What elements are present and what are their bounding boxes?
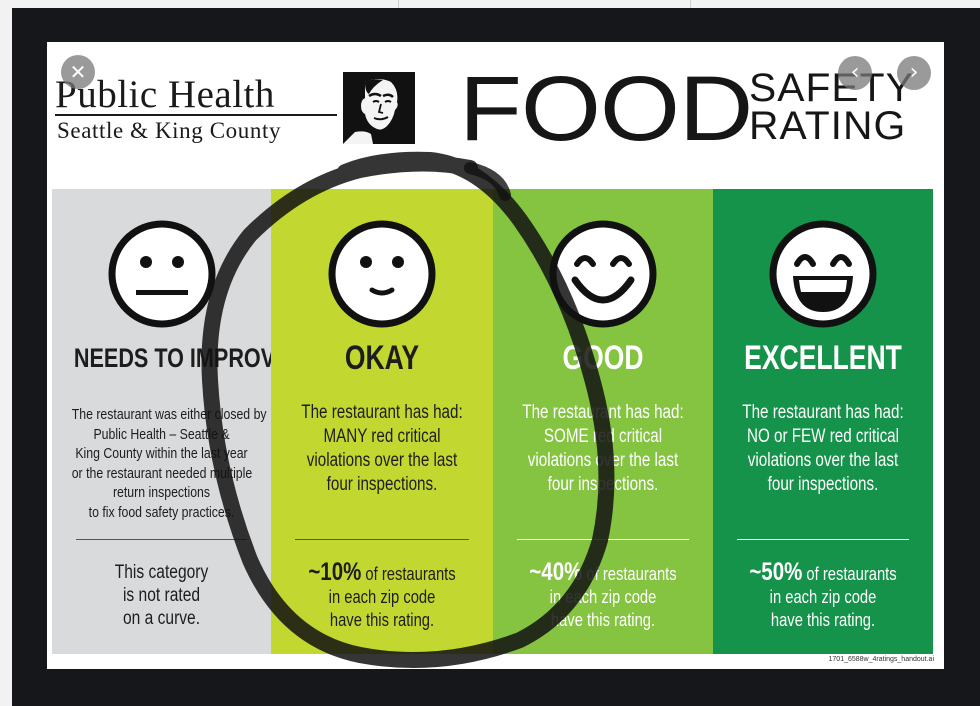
rating-stat: ~50% of restaurants in each zip code hav… <box>733 558 913 632</box>
rating-heading: NEEDS TO IMPROVE <box>73 343 290 373</box>
stat-line: is not rated <box>122 585 201 606</box>
section-divider <box>737 539 909 540</box>
stat-line: in each zip code <box>769 587 877 607</box>
description-line: MANY red critical <box>323 426 441 447</box>
rating-stat: This category is not rated on a curve. <box>72 561 252 630</box>
browser-top-strip <box>0 0 980 8</box>
description-line: violations over the last <box>527 450 679 471</box>
safety-title: SAFETY <box>749 66 914 110</box>
rating-good: GOOD The restaurant has had: SOME red cr… <box>493 189 713 654</box>
file-footnote: 1701_6588w_4ratings_handout.ai <box>828 656 934 663</box>
stat-percent: ~50% <box>749 558 803 586</box>
stat-percent: ~40% <box>529 558 583 586</box>
rating-needs-to-improve: NEEDS TO IMPROVE The restaurant was eith… <box>52 189 290 654</box>
rating-okay: OKAY The restaurant has had: MANY red cr… <box>271 189 493 654</box>
big-grin-face-icon <box>769 220 877 328</box>
description-line: four inspections. <box>767 474 879 495</box>
stat-line: in each zip code <box>328 587 436 607</box>
description-line: violations over the last <box>306 450 458 471</box>
rating-description: The restaurant has had: SOME red critica… <box>515 401 691 497</box>
rating-heading: OKAY <box>344 339 420 377</box>
stat-line: in each zip code <box>549 587 657 607</box>
description-line: NO or FEW red critical <box>746 426 900 447</box>
org-subtitle: Seattle & King County <box>57 118 282 143</box>
description-line: The restaurant has had: <box>742 402 904 423</box>
rating-stat: ~40% of restaurants in each zip code hav… <box>513 558 693 632</box>
description-line: SOME red critical <box>543 426 663 447</box>
tab-divider <box>690 0 691 8</box>
stat-line: of restaurants <box>582 564 677 584</box>
rating-description: The restaurant has had: NO or FEW red cr… <box>735 401 911 497</box>
rating-heading: GOOD <box>562 339 644 377</box>
description-line: Public Health – Seattle & <box>93 425 230 443</box>
stat-line: have this rating. <box>770 610 876 630</box>
rating-description: The restaurant has had: MANY red critica… <box>293 401 471 497</box>
stat-line: have this rating. <box>550 610 656 630</box>
section-divider <box>295 539 469 540</box>
description-line: four inspections. <box>547 474 659 495</box>
rating-description: The restaurant was either closed by Publ… <box>71 405 267 522</box>
rating-poster-image: Public Health Seattle & King County FOOD… <box>47 42 944 669</box>
description-line: The restaurant was either closed by <box>71 406 267 423</box>
next-image-button[interactable]: › <box>897 56 931 90</box>
left-edge-bar <box>0 8 12 706</box>
section-divider <box>517 539 689 540</box>
description-line: or the restaurant needed multiple <box>71 464 253 482</box>
description-line: return inspections <box>112 484 211 501</box>
description-line: four inspections. <box>326 474 438 495</box>
description-line: The restaurant has had: <box>522 402 684 423</box>
description-line: King County within the last year <box>75 445 248 462</box>
logo-divider <box>55 114 337 116</box>
rating-title: RATING <box>749 104 907 148</box>
portrait-logo-icon <box>343 72 415 144</box>
rating-stat: ~10% of restaurants in each zip code hav… <box>291 558 473 632</box>
close-button[interactable]: ✕ <box>61 55 95 89</box>
previous-image-button[interactable]: ‹ <box>838 56 872 90</box>
stat-line: have this rating. <box>329 610 435 630</box>
rating-excellent: EXCELLENT The restaurant has had: NO or … <box>713 189 933 654</box>
stat-line: of restaurants <box>361 564 456 584</box>
slight-smile-face-icon <box>328 220 436 328</box>
stat-line: This category <box>114 562 209 583</box>
stat-percent: ~10% <box>308 558 362 586</box>
food-title: FOOD <box>459 58 753 160</box>
description-line: violations over the last <box>747 450 899 471</box>
rating-heading: EXCELLENT <box>744 339 902 377</box>
tab-divider <box>398 0 399 8</box>
description-line: The restaurant has had: <box>301 402 463 423</box>
description-line: to fix food safety practices. <box>88 503 235 521</box>
neutral-face-icon <box>108 220 215 328</box>
stat-line: of restaurants <box>802 564 897 584</box>
stat-line: on a curve. <box>122 608 201 629</box>
section-divider <box>76 539 247 540</box>
smile-face-icon <box>549 220 657 328</box>
